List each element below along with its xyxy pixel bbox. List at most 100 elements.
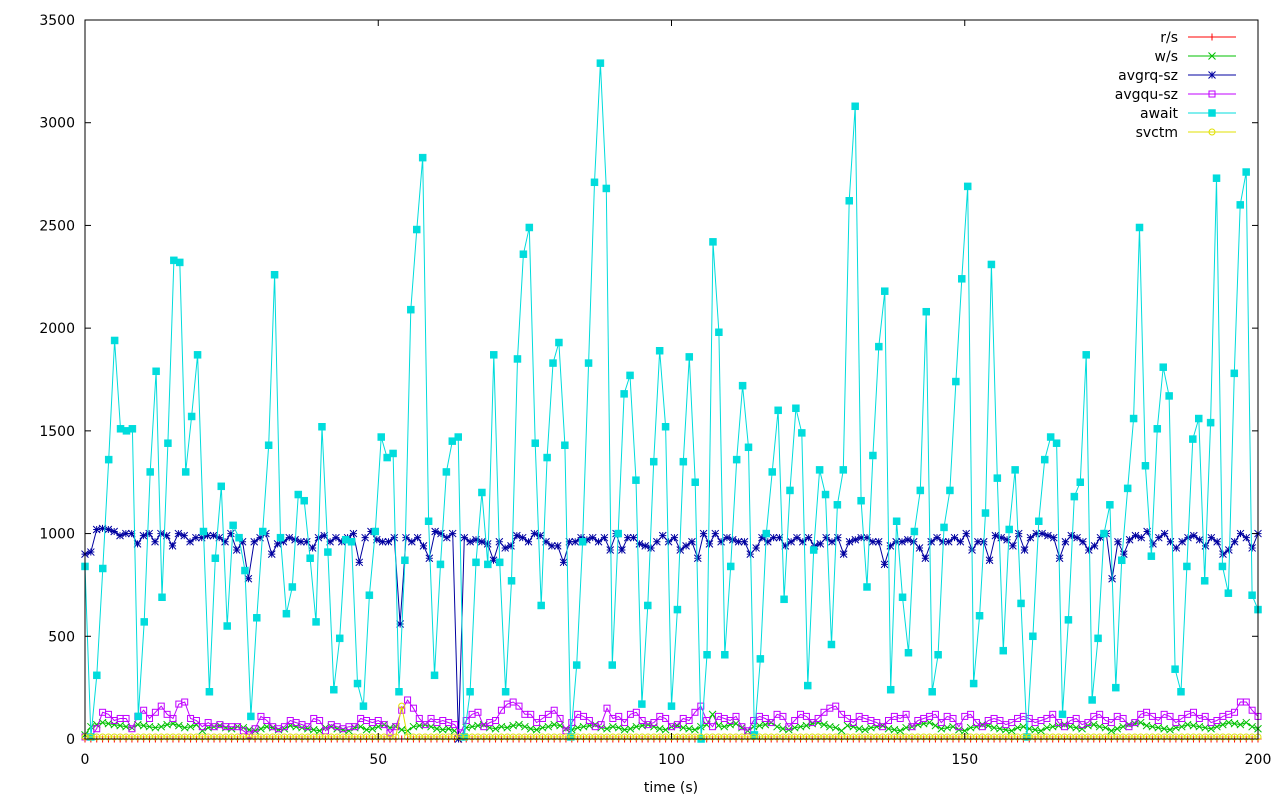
data-point <box>1106 501 1114 509</box>
data-point <box>851 535 860 544</box>
data-point <box>685 353 694 361</box>
data-point <box>205 688 214 696</box>
data-point <box>1218 562 1227 571</box>
data-point <box>868 537 877 546</box>
data-point <box>241 566 249 575</box>
data-point <box>960 726 969 735</box>
data-point <box>958 275 966 283</box>
data-point <box>1165 392 1173 400</box>
data-point <box>264 441 273 449</box>
data-point <box>532 725 541 734</box>
data-point <box>578 538 587 546</box>
data-point <box>863 583 871 591</box>
data-point <box>1005 525 1013 534</box>
data-point <box>403 726 412 735</box>
legend-label: r/s <box>1160 30 1178 46</box>
data-point <box>1067 531 1076 540</box>
data-point <box>922 307 930 316</box>
data-point <box>308 544 317 552</box>
data-point <box>1026 533 1035 542</box>
data-point <box>332 533 340 542</box>
data-point <box>946 486 954 495</box>
data-point <box>693 554 702 563</box>
data-point <box>588 533 597 542</box>
data-point <box>1125 723 1133 731</box>
data-point <box>618 546 626 554</box>
data-point <box>815 466 824 474</box>
data-point <box>427 714 435 722</box>
data-point <box>1096 710 1104 718</box>
data-point <box>768 468 776 476</box>
data-point <box>827 640 836 649</box>
data-point <box>490 351 498 359</box>
data-point <box>761 720 770 729</box>
data-point <box>603 724 611 733</box>
data-point <box>477 537 486 546</box>
data-point <box>187 412 196 421</box>
data-point <box>927 537 936 546</box>
data-point <box>518 533 527 542</box>
data-point <box>615 712 623 720</box>
data-point <box>1040 455 1049 464</box>
data-point <box>353 679 362 688</box>
data-point <box>732 455 741 464</box>
data-point <box>544 710 552 718</box>
data-point <box>1171 665 1179 673</box>
data-point <box>915 544 924 552</box>
data-point <box>898 593 907 602</box>
data-point <box>180 531 189 540</box>
data-point <box>304 723 312 731</box>
data-point <box>785 723 793 731</box>
data-point <box>318 422 326 431</box>
data-point <box>257 712 265 720</box>
data-point <box>732 712 740 720</box>
data-point <box>86 548 95 556</box>
data-point <box>245 731 253 739</box>
data-point <box>952 377 960 386</box>
data-point <box>828 537 836 546</box>
data-point <box>565 537 574 546</box>
data-point <box>250 537 259 546</box>
data-point <box>163 710 171 718</box>
data-point <box>294 490 303 499</box>
data-point <box>661 725 670 734</box>
data-point <box>402 533 410 542</box>
data-point <box>316 717 324 725</box>
data-point <box>430 671 439 680</box>
data-point <box>999 646 1008 655</box>
data-point <box>594 537 603 546</box>
data-point <box>798 537 807 546</box>
y-tick-label: 1500 <box>39 424 75 440</box>
data-point <box>1017 599 1025 608</box>
data-point <box>483 539 492 548</box>
data-point <box>623 533 632 542</box>
data-point <box>169 714 177 722</box>
data-point <box>215 533 224 542</box>
data-point <box>991 531 1000 540</box>
data-point <box>1141 462 1150 470</box>
data-point <box>972 719 980 727</box>
data-point <box>356 722 365 731</box>
data-point <box>981 509 990 517</box>
legend-marker <box>1208 109 1216 117</box>
data-point <box>285 533 294 542</box>
data-point <box>1084 719 1092 727</box>
data-point <box>456 729 464 737</box>
legend-label: await <box>1140 106 1178 122</box>
series-svctm <box>81 702 1262 741</box>
data-point <box>104 525 113 534</box>
data-point <box>997 533 1006 542</box>
data-point <box>820 720 828 729</box>
data-point <box>921 554 930 563</box>
data-point <box>157 529 165 538</box>
data-point <box>409 704 417 712</box>
data-point <box>104 710 112 718</box>
data-point <box>525 223 534 232</box>
data-point <box>437 529 445 538</box>
data-point <box>779 712 787 720</box>
data-point <box>769 533 778 542</box>
data-point <box>726 717 734 725</box>
data-point <box>425 554 434 563</box>
data-point <box>472 558 480 567</box>
